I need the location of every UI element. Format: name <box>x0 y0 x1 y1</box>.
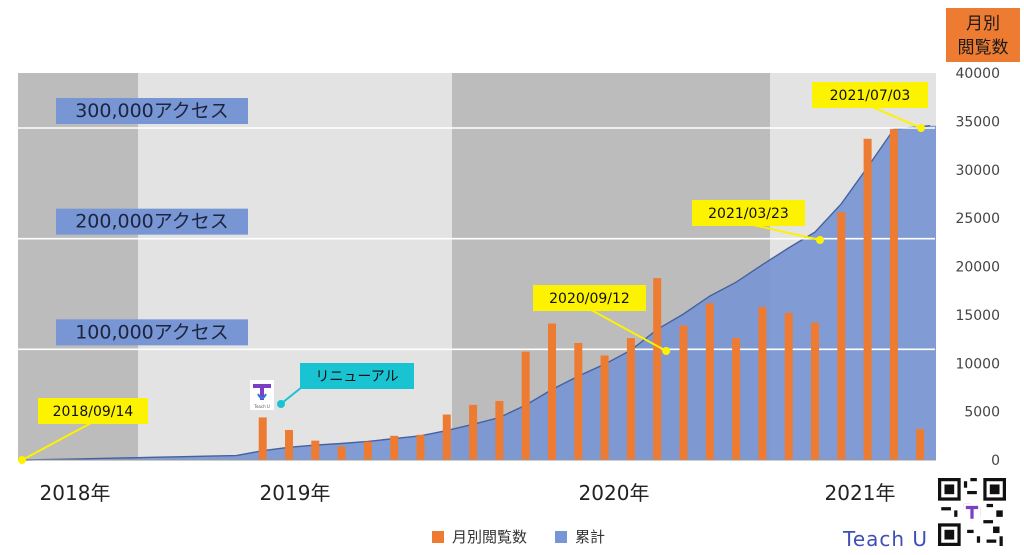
qr-code-icon <box>938 478 1006 546</box>
monthly-bar <box>258 417 267 460</box>
y-tick-label: 0 <box>991 453 1000 469</box>
monthly-bar <box>390 435 399 460</box>
monthly-bar <box>600 355 609 460</box>
monthly-bar <box>811 322 819 460</box>
callout-jul2021-pointer <box>869 105 922 129</box>
y-axis-title-badge: 月別 閲覧数 <box>946 8 1020 62</box>
teachu-logo-icon <box>253 384 271 400</box>
callout-mar2021-dot <box>816 236 824 244</box>
y-tick-label: 10000 <box>955 356 1000 372</box>
access-label-box <box>56 98 248 124</box>
x-year-label: 2020年 <box>579 481 650 505</box>
y-tick-label: 40000 <box>955 66 1000 82</box>
x-year-label: 2019年 <box>260 481 331 505</box>
legend-cumulative-swatch <box>555 530 568 543</box>
monthly-bar <box>889 129 898 461</box>
callout-sep2020-box <box>533 285 646 311</box>
callout-sep2020-pointer <box>589 308 667 352</box>
monthly-bar <box>495 400 504 460</box>
callout-sep2020-label: 2020/09/12 <box>549 291 630 307</box>
monthly-bar <box>416 434 425 460</box>
x-year-label: 2021年 <box>825 481 896 505</box>
callout-renewal-pointer <box>281 382 308 404</box>
y-tick-label: 25000 <box>955 211 1000 227</box>
access-label: 200,000アクセス <box>75 211 229 233</box>
callout-start-pointer <box>21 421 94 461</box>
monthly-bar <box>784 312 793 460</box>
monthly-bar <box>916 429 925 460</box>
monthly-bar <box>758 307 767 460</box>
brand-label: Teach U <box>843 527 929 551</box>
monthly-bar <box>442 414 451 460</box>
callout-sep2020-dot <box>662 347 671 355</box>
legend-monthly-label: 月別閲覧数 <box>452 528 528 546</box>
monthly-bar <box>574 342 583 460</box>
legend: 月別閲覧数 累計 <box>432 526 605 547</box>
cumulative-line <box>17 125 931 461</box>
callout-mar2021-pointer <box>748 223 821 241</box>
monthly-bar <box>679 325 688 460</box>
monthly-bar <box>626 338 635 460</box>
legend-monthly-swatch <box>432 530 444 543</box>
y-tick-label: 20000 <box>955 260 1000 276</box>
y-tick-label: 5000 <box>964 405 1000 421</box>
teachu-logo-curve <box>257 393 267 399</box>
y-axis-title-line1: 月別 <box>966 14 1000 34</box>
monthly-bar <box>285 430 293 460</box>
callout-start-dot <box>18 456 26 464</box>
callout-jul2021-box <box>812 82 928 108</box>
callout-renewal-dot <box>277 400 285 408</box>
callout-jul2021-label: 2021/07/03 <box>830 88 911 104</box>
monthly-bar <box>705 303 714 460</box>
y-tick-label: 35000 <box>955 114 1000 130</box>
access-label-box <box>56 319 248 346</box>
callout-mar2021-box <box>692 200 805 226</box>
access-label: 300,000アクセス <box>75 100 229 122</box>
legend-cumulative-label: 累計 <box>575 528 606 546</box>
monthly-bar <box>837 212 846 460</box>
monthly-bar <box>311 440 320 460</box>
callout-renewal-box <box>300 363 414 389</box>
monthly-bar <box>732 338 741 460</box>
y-tick-label: 30000 <box>955 163 1000 179</box>
logo-text: Teach U <box>253 404 270 409</box>
monthly-bar <box>469 404 478 460</box>
monthly-bar <box>653 278 662 460</box>
callout-mar2021-label: 2021/03/23 <box>708 206 789 222</box>
callout-jul2021-dot <box>917 124 925 132</box>
year-band <box>138 73 452 460</box>
callout-start-label: 2018/09/14 <box>53 404 134 420</box>
y-tick-label: 15000 <box>955 308 1000 324</box>
monthly-bar <box>363 441 372 460</box>
x-year-label: 2018年 <box>40 481 111 505</box>
access-label-box <box>56 208 248 235</box>
y-axis-title-line2: 閲覧数 <box>957 38 1009 58</box>
year-band <box>18 73 138 460</box>
monthly-bar <box>548 323 556 460</box>
callout-renewal-label: リニューアル <box>315 369 398 385</box>
monthly-bar <box>521 351 530 460</box>
access-label: 100,000アクセス <box>75 321 229 343</box>
callout-start-box <box>38 398 148 424</box>
monthly-bar <box>337 446 346 460</box>
monthly-bar <box>863 138 872 461</box>
